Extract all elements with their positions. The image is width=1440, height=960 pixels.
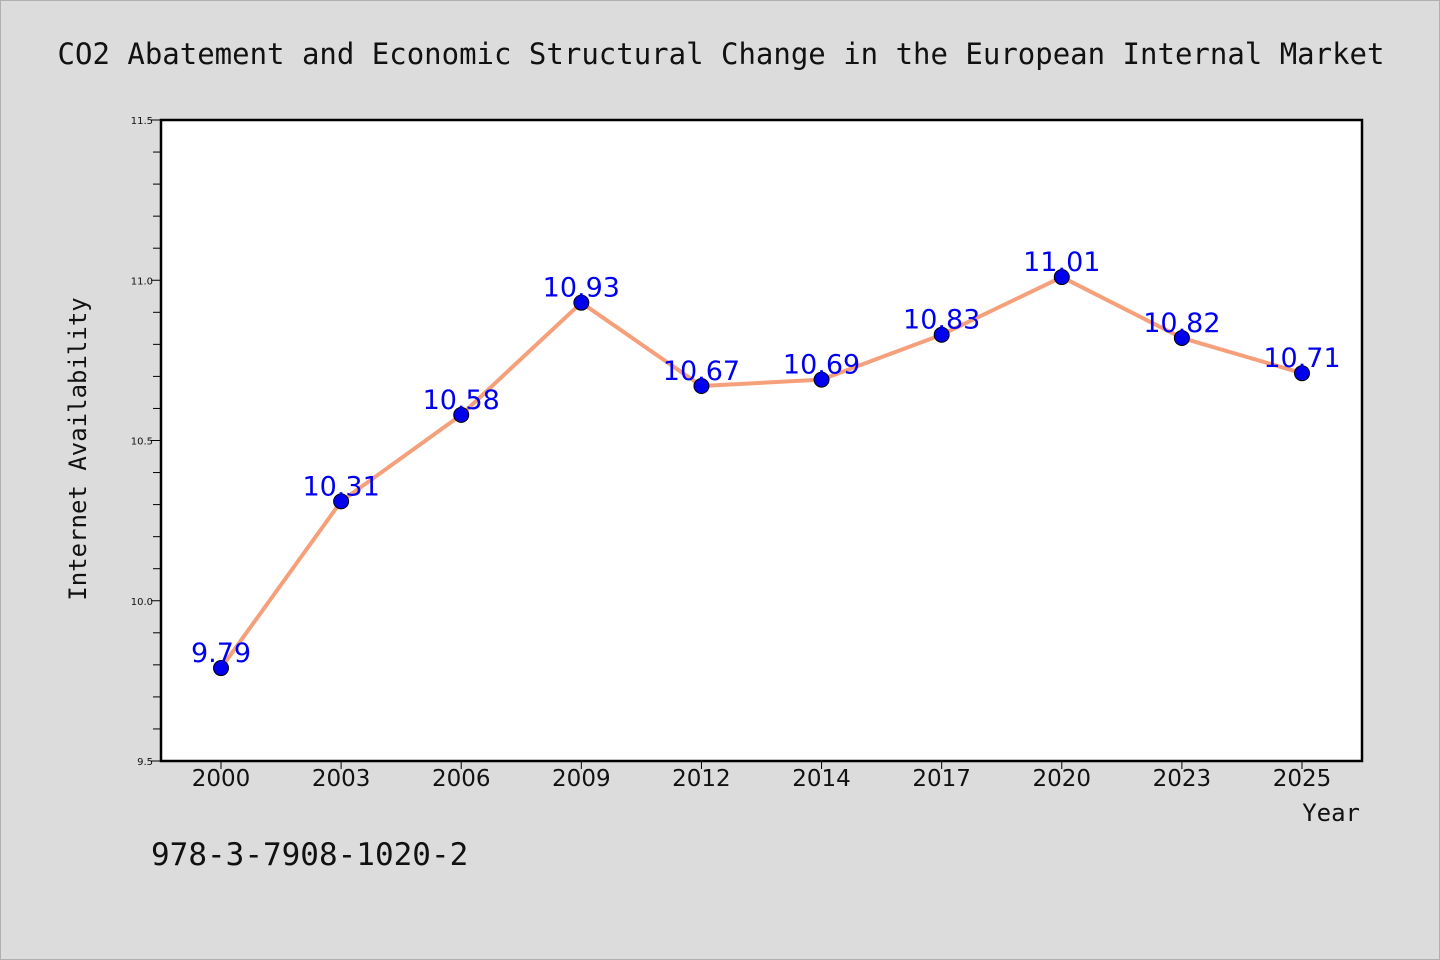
y-axis: 9.5 10.0 10.5 11.0 11.5 bbox=[131, 116, 161, 768]
data-point bbox=[213, 660, 229, 677]
data-label: 9.79 bbox=[191, 638, 251, 669]
data-label: 10.31 bbox=[302, 471, 379, 502]
y-tick-label: 11.0 bbox=[131, 276, 153, 287]
y-axis-label: Internet Availability bbox=[64, 297, 92, 600]
data-label: 10.82 bbox=[1143, 308, 1220, 339]
x-tick-label: 2012 bbox=[672, 766, 731, 792]
x-tick-label: 2006 bbox=[432, 766, 491, 792]
x-tick-label: 2014 bbox=[792, 766, 851, 792]
x-tick-label: 2017 bbox=[912, 766, 971, 792]
data-point bbox=[573, 294, 590, 311]
data-label: 10.71 bbox=[1263, 343, 1340, 374]
y-tick-label: 10.5 bbox=[131, 437, 153, 448]
y-tick-label: 11.5 bbox=[131, 116, 153, 127]
data-labels: 9.79 10.31 10.58 10.93 10.67 10.69 10.83 11.01 1… bbox=[191, 247, 1341, 669]
series-markers bbox=[213, 269, 1310, 677]
y-tick-label: 10.0 bbox=[131, 597, 153, 608]
x-tick-label: 2023 bbox=[1153, 766, 1212, 792]
data-point bbox=[453, 406, 470, 423]
data-point bbox=[333, 493, 350, 510]
data-point bbox=[693, 378, 710, 395]
chart-title: CO2 Abatement and Economic Structural Ch… bbox=[58, 37, 1385, 71]
data-point bbox=[1294, 365, 1310, 382]
data-point bbox=[1053, 269, 1070, 286]
plot-area bbox=[159, 118, 1364, 763]
x-tick-label: 2025 bbox=[1273, 766, 1332, 792]
data-label: 10.69 bbox=[783, 350, 860, 381]
x-tick-label: 2000 bbox=[192, 766, 251, 792]
data-label: 10.93 bbox=[543, 273, 620, 304]
x-axis: 2000 2003 2006 2009 2012 2014 2017 2020 2023 2025 bbox=[192, 761, 1332, 792]
data-point bbox=[933, 326, 950, 343]
y-tick-label: 9.5 bbox=[137, 757, 153, 768]
data-point bbox=[1173, 329, 1190, 346]
series-line bbox=[219, 275, 1303, 670]
x-tick-label: 2003 bbox=[312, 766, 371, 792]
x-tick-label: 2020 bbox=[1033, 766, 1092, 792]
x-axis-label: Year bbox=[1302, 799, 1360, 827]
data-label: 10.58 bbox=[423, 385, 500, 416]
isbn-annotation: 978-3-7908-1020-2 bbox=[151, 837, 468, 873]
data-point bbox=[813, 371, 830, 388]
x-tick-label: 2009 bbox=[552, 766, 611, 792]
data-label: 10.67 bbox=[663, 356, 740, 387]
data-label: 11.01 bbox=[1023, 247, 1100, 278]
data-label: 10.83 bbox=[903, 305, 980, 336]
